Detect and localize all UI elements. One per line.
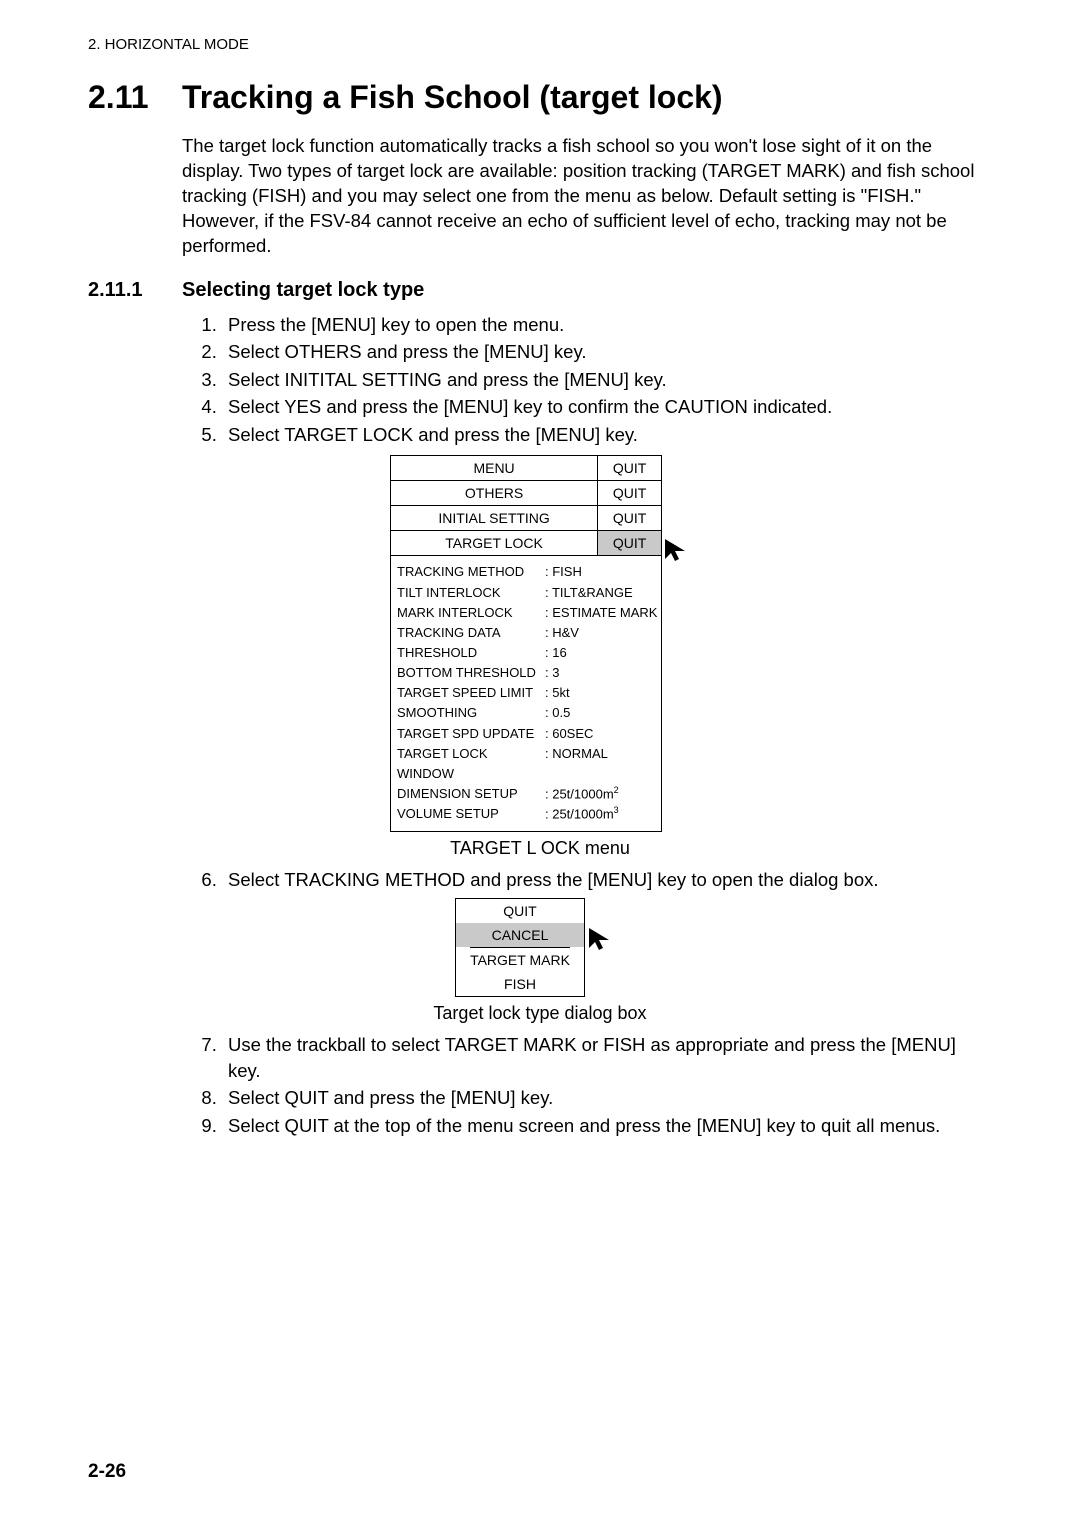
param-value: : FISH	[545, 562, 655, 582]
menu-row-label: TARGET LOCK	[391, 531, 598, 556]
step-item: Select TARGET LOCK and press the [MENU] …	[222, 422, 992, 448]
steps-list: Use the trackball to select TARGET MARK …	[222, 1032, 992, 1138]
section-heading: 2.11Tracking a Fish School (target lock)	[88, 79, 992, 116]
step-item: Select QUIT and press the [MENU] key.	[222, 1085, 992, 1111]
steps-list: Select TRACKING METHOD and press the [ME…	[222, 867, 992, 893]
param-row: BOTTOM THRESHOLD: 3	[397, 663, 655, 683]
param-label: TILT INTERLOCK	[397, 583, 545, 603]
param-row: DIMENSION SETUP: 25t/1000m2	[397, 784, 655, 804]
subsection-title: Selecting target lock type	[182, 279, 424, 301]
menu-row-quit-selected: QUIT	[598, 531, 662, 556]
param-value: : 16	[545, 643, 655, 663]
step-item: Select INITITAL SETTING and press the [M…	[222, 367, 992, 393]
menu-row: OTHERS QUIT	[391, 481, 662, 506]
menu-row-quit: QUIT	[598, 506, 662, 531]
menu-row-label: INITIAL SETTING	[391, 506, 598, 531]
page-number: 2-26	[88, 1461, 126, 1483]
cursor-arrow-icon	[663, 537, 689, 563]
subsection-heading: 2.11.1Selecting target lock type	[88, 279, 992, 302]
menu-breadcrumb-table: MENU QUIT OTHERS QUIT INITIAL SETTING QU…	[390, 455, 662, 556]
param-row: SMOOTHING: 0.5	[397, 703, 655, 723]
cursor-arrow-icon	[587, 926, 613, 952]
step-item: Use the trackball to select TARGET MARK …	[222, 1032, 992, 1083]
menu-row-quit: QUIT	[598, 456, 662, 481]
param-row: TARGET SPD UPDATE: 60SEC	[397, 724, 655, 744]
param-label: MARK INTERLOCK	[397, 603, 545, 623]
param-value: : 25t/1000m2	[545, 784, 655, 804]
step-item: Select TRACKING METHOD and press the [ME…	[222, 867, 992, 893]
param-row: VOLUME SETUP: 25t/1000m3	[397, 804, 655, 824]
dialog-option: TARGET MARK	[456, 948, 584, 972]
param-row: TILT INTERLOCK: TILT&RANGE	[397, 583, 655, 603]
intro-paragraph: The target lock function automatically t…	[182, 134, 992, 259]
param-value: : ESTIMATE MARK	[545, 603, 657, 623]
param-label: TRACKING DATA	[397, 623, 545, 643]
param-row: MARK INTERLOCK: ESTIMATE MARK	[397, 603, 655, 623]
param-row: TRACKING DATA: H&V	[397, 623, 655, 643]
param-label: SMOOTHING	[397, 703, 545, 723]
dialog-option-selected: CANCEL	[456, 923, 584, 947]
section-number: 2.11	[88, 79, 182, 116]
param-label: TARGET SPEED LIMIT	[397, 683, 545, 703]
section-title: Tracking a Fish School (target lock)	[182, 79, 723, 115]
menu-row-label: OTHERS	[391, 481, 598, 506]
param-value: : H&V	[545, 623, 655, 643]
param-label: VOLUME SETUP	[397, 804, 545, 824]
param-value: : 60SEC	[545, 724, 655, 744]
param-label: TRACKING METHOD	[397, 562, 545, 582]
target-lock-menu-figure: MENU QUIT OTHERS QUIT INITIAL SETTING QU…	[390, 455, 690, 831]
param-row: TRACKING METHOD: FISH	[397, 562, 655, 582]
dialog-box: QUIT CANCEL TARGET MARK FISH	[455, 898, 585, 997]
param-label: BOTTOM THRESHOLD	[397, 663, 545, 683]
menu-row-quit: QUIT	[598, 481, 662, 506]
target-lock-dialog-figure: QUIT CANCEL TARGET MARK FISH	[455, 898, 625, 997]
param-value: : NORMAL	[545, 744, 655, 784]
menu-figure-caption: TARGET L OCK menu	[88, 838, 992, 859]
param-value: : 0.5	[545, 703, 655, 723]
param-label: THRESHOLD	[397, 643, 545, 663]
dialog-option: QUIT	[456, 899, 584, 923]
menu-row: MENU QUIT	[391, 456, 662, 481]
dialog-figure-caption: Target lock type dialog box	[88, 1003, 992, 1024]
step-item: Select OTHERS and press the [MENU] key.	[222, 339, 992, 365]
param-row: TARGET LOCK WINDOW: NORMAL	[397, 744, 655, 784]
step-item: Select YES and press the [MENU] key to c…	[222, 394, 992, 420]
param-label: TARGET SPD UPDATE	[397, 724, 545, 744]
param-value: : 25t/1000m3	[545, 804, 655, 824]
param-value: : TILT&RANGE	[545, 583, 655, 603]
steps-list: Press the [MENU] key to open the menu. S…	[222, 312, 992, 448]
chapter-header: 2. HORIZONTAL MODE	[88, 36, 992, 53]
menu-params-panel: TRACKING METHOD: FISH TILT INTERLOCK: TI…	[390, 556, 662, 831]
param-row: TARGET SPEED LIMIT: 5kt	[397, 683, 655, 703]
dialog-option: FISH	[456, 972, 584, 996]
subsection-number: 2.11.1	[88, 279, 182, 302]
param-value: : 3	[545, 663, 655, 683]
menu-row-label: MENU	[391, 456, 598, 481]
step-item: Select QUIT at the top of the menu scree…	[222, 1113, 992, 1139]
menu-row: TARGET LOCK QUIT	[391, 531, 662, 556]
param-value: : 5kt	[545, 683, 655, 703]
param-label: TARGET LOCK WINDOW	[397, 744, 545, 784]
param-label: DIMENSION SETUP	[397, 784, 545, 804]
menu-row: INITIAL SETTING QUIT	[391, 506, 662, 531]
param-row: THRESHOLD: 16	[397, 643, 655, 663]
step-item: Press the [MENU] key to open the menu.	[222, 312, 992, 338]
